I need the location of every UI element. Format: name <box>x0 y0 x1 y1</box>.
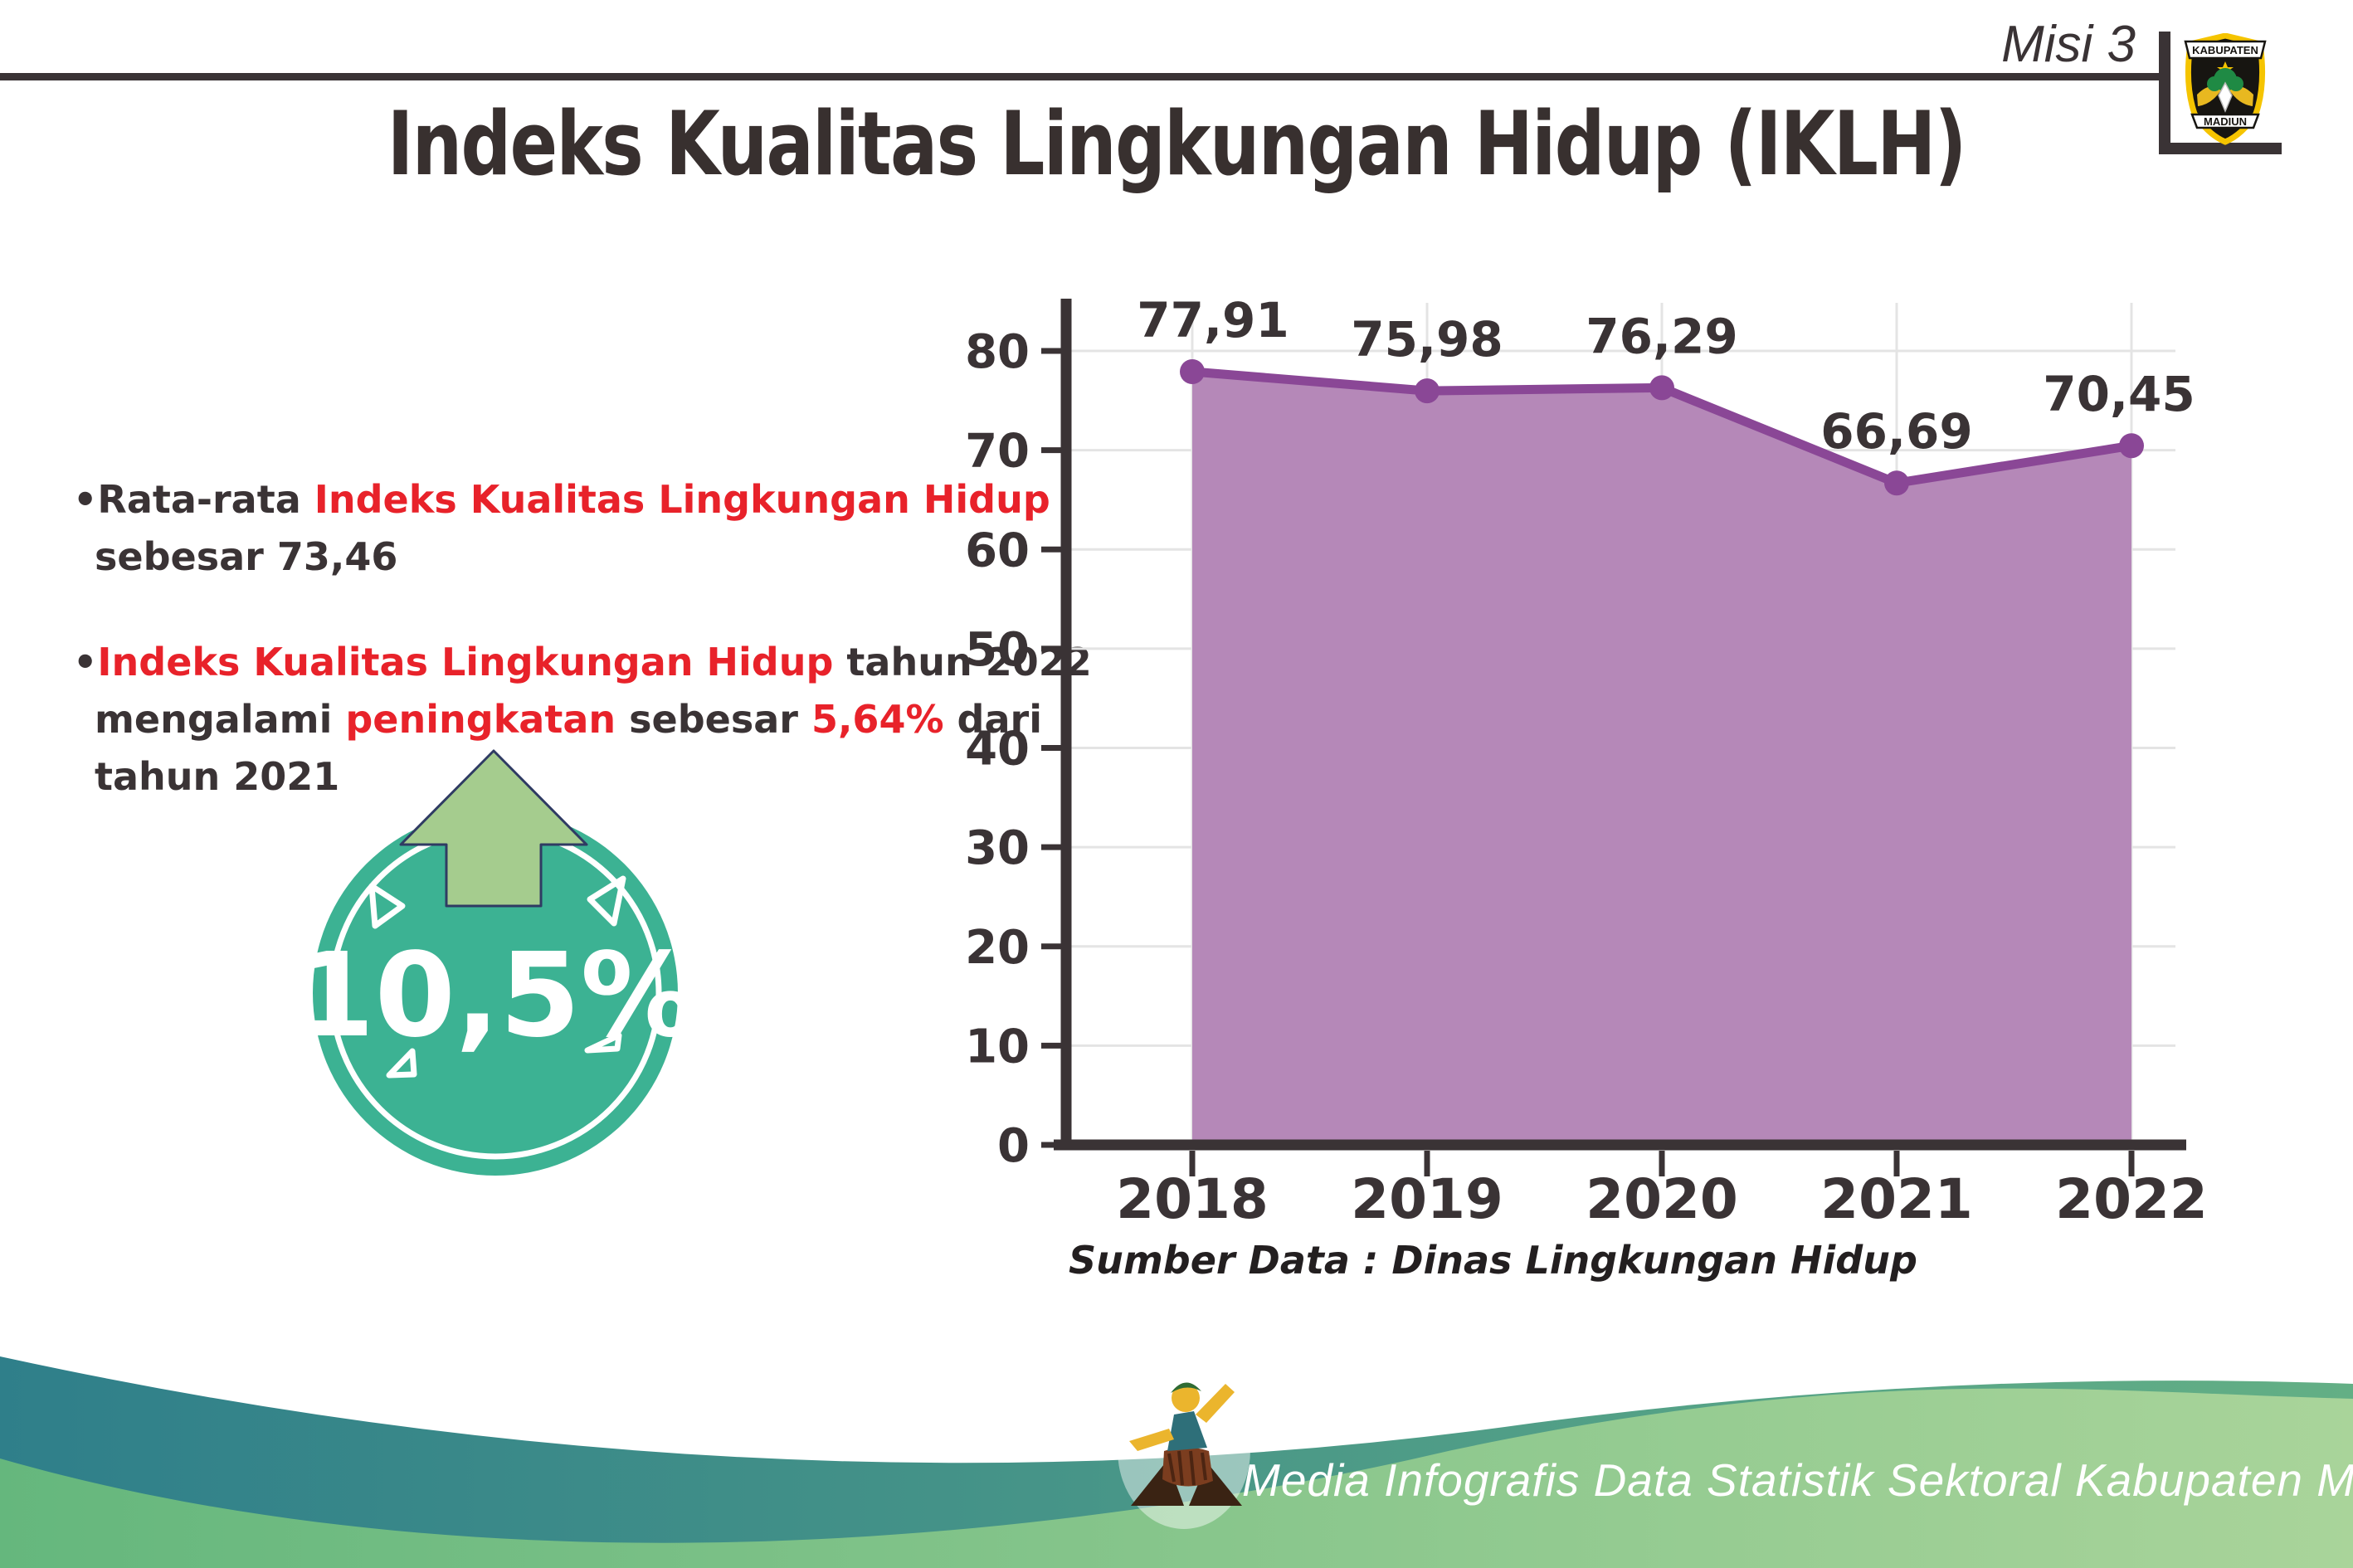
logo-top-text: KABUPATEN <box>2192 44 2258 56</box>
bullet-line: •Rata-rata Indeks Kualitas Lingkungan Hi… <box>73 477 1050 522</box>
x-tick-label: 2022 <box>2055 1167 2208 1231</box>
title-wrap: Indeks Kualitas Lingkungan Hidup (IKLH) <box>0 93 2353 195</box>
data-point <box>1415 378 1440 404</box>
footer-caption: Media Infografis Data Statistik Sektoral… <box>1242 1454 2353 1506</box>
y-tick-label: 30 <box>965 821 1030 875</box>
kabupaten-madiun-logo: KABUPATEN MADIUN <box>2184 33 2267 145</box>
value-label: 77,91 <box>1137 292 1289 348</box>
value-label: 70,45 <box>2043 366 2195 422</box>
y-tick-label: 0 <box>997 1119 1030 1173</box>
logo-frame-vertical <box>2159 32 2170 154</box>
y-tick-label: 60 <box>965 523 1030 577</box>
x-tick-label: 2019 <box>1351 1167 1503 1231</box>
data-point <box>2119 433 2144 459</box>
x-tick-label: 2018 <box>1116 1167 1269 1231</box>
logo-tree-right <box>2229 76 2243 91</box>
bullet-line: sebesar 73,46 <box>95 534 398 579</box>
logo-top-ribbon <box>2184 40 2267 60</box>
y-tick-label: 50 <box>965 623 1030 677</box>
iklh-area-chart: 0 10 20 30 40 50 60 70 80 77,91 75,98 76,29 66,69 70,… <box>965 292 2208 1231</box>
bullet-line: tahun 2021 <box>95 754 340 799</box>
page-title: Indeks Kualitas Lingkungan Hidup (IKLH) <box>387 93 1967 195</box>
logo-kris <box>2218 81 2233 113</box>
data-point <box>1649 375 1674 401</box>
y-tick-label: 20 <box>965 921 1030 975</box>
source-note: Sumber Data : Dinas Lingkungan Hidup <box>1069 1238 1917 1283</box>
bullet-increase-2022: •Indeks Kualitas Lingkungan Hidup tahun … <box>73 634 1092 806</box>
header-rule <box>0 73 2159 80</box>
bullet-line: •Indeks Kualitas Lingkungan Hidup tahun … <box>73 640 1092 684</box>
logo-bottom-text: MADIUN <box>2204 115 2247 128</box>
burst-triangle-lower-left <box>386 1048 417 1079</box>
logo-tree-left <box>2207 76 2222 91</box>
data-point <box>1180 359 1205 385</box>
x-tick-label: 2021 <box>1820 1167 1973 1231</box>
up-arrow-icon <box>399 749 588 908</box>
y-tick-label: 80 <box>965 325 1030 379</box>
bullet-list: •Rata-rata Indeks Kualitas Lingkungan Hi… <box>73 471 1092 854</box>
burst-triangle-upper-left <box>368 883 406 929</box>
value-label: 66,69 <box>1820 403 1972 460</box>
burst-triangle-lower-right <box>584 1032 622 1054</box>
logo-bottom-ribbon <box>2190 113 2260 129</box>
y-tick-label: 40 <box>965 723 1030 777</box>
logo-frame-horizontal <box>2159 143 2282 154</box>
increase-badge: 10,5% <box>294 749 697 1176</box>
data-point <box>1884 470 1909 496</box>
misi-label: Misi 3 <box>2001 16 2136 73</box>
footer-waves <box>0 1356 2353 1568</box>
badge-circle <box>313 811 678 1176</box>
burst-triangle-upper-right <box>587 875 626 927</box>
mascot-icon <box>1118 1371 1250 1529</box>
y-tick-label: 70 <box>965 425 1030 479</box>
bullet-line: mengalami peningkatan sebesar 5,64% dari <box>95 697 1042 742</box>
value-label: 75,98 <box>1351 311 1503 368</box>
area-fill <box>1192 372 2131 1146</box>
bullet-average-iklh: •Rata-rata Indeks Kualitas Lingkungan Hi… <box>73 471 1050 586</box>
value-label: 76,29 <box>1586 308 1737 364</box>
x-tick-label: 2020 <box>1586 1167 1738 1231</box>
y-tick-label: 10 <box>965 1020 1030 1074</box>
footer-wave-green <box>0 1388 2353 1568</box>
badge-value: 10,5% <box>294 928 697 1064</box>
